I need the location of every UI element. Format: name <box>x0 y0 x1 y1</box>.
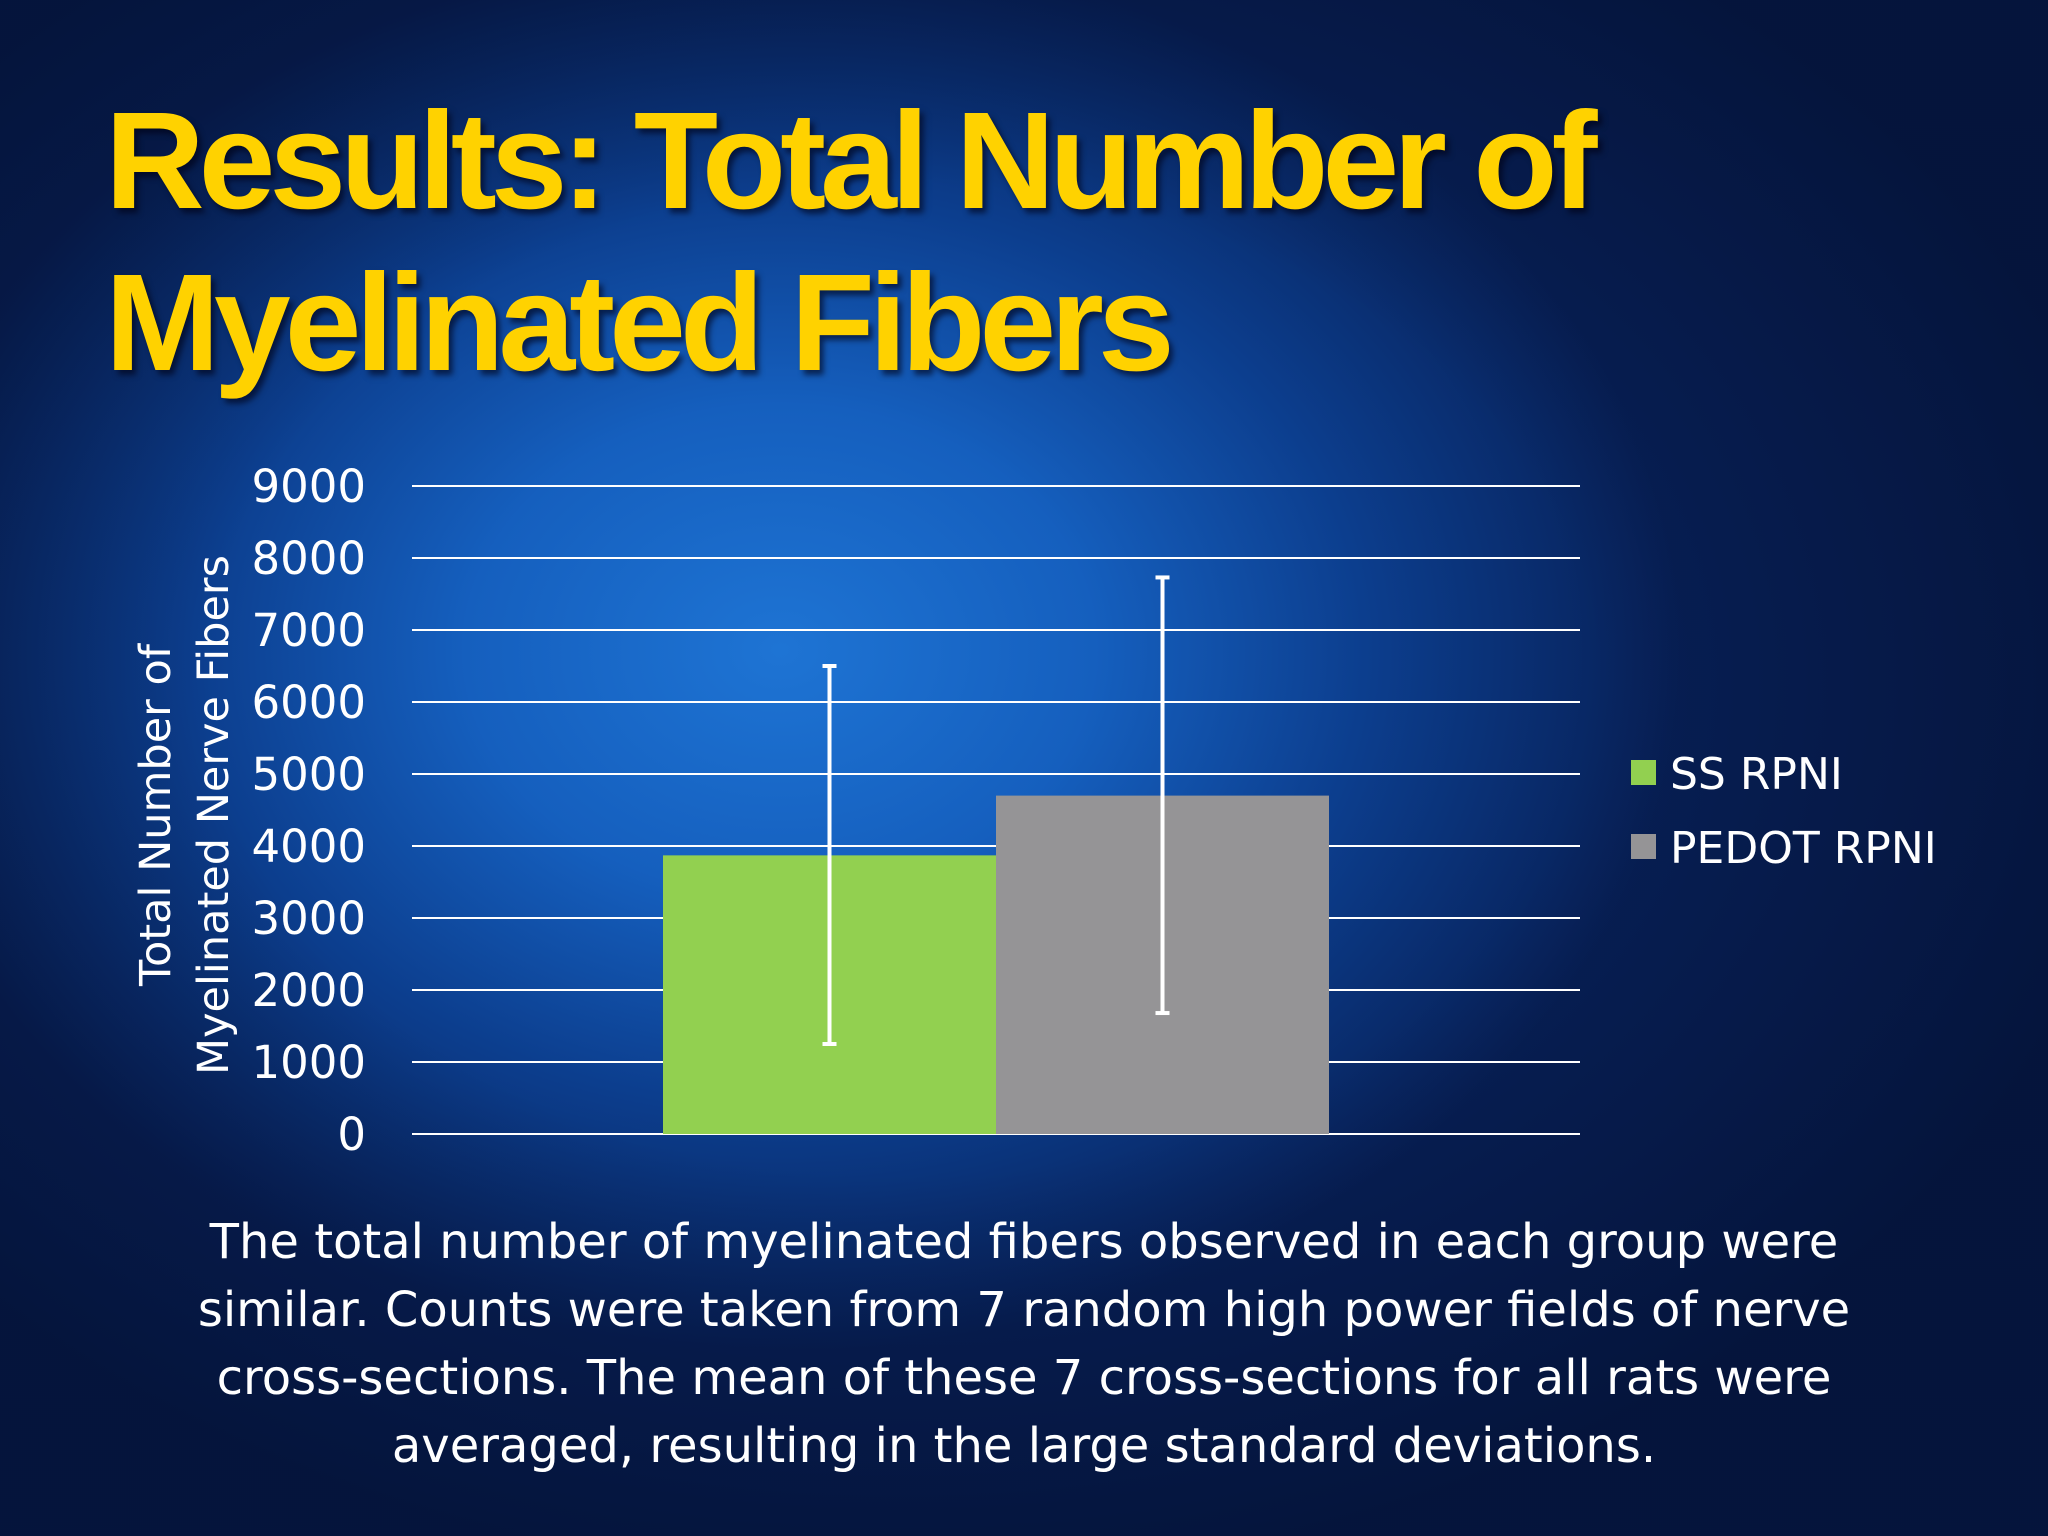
legend-swatch-ss-rpni <box>1631 760 1656 785</box>
y-tick-label-6000: 6000 <box>251 676 366 729</box>
y-axis-label: Total Number of Myelinated Nerve Fibers <box>131 555 239 1075</box>
y-tick-label-1000: 1000 <box>251 1036 366 1089</box>
y-axis-tick-labels: 0 1000 2000 3000 4000 5000 6000 7000 8000 9000 <box>251 460 366 1161</box>
y-tick-label-4000: 4000 <box>251 820 366 873</box>
legend-swatch-pedot-rpni <box>1631 834 1656 859</box>
y-tick-label-3000: 3000 <box>251 892 366 945</box>
y-tick-label-7000: 7000 <box>251 604 366 657</box>
legend-label-pedot-rpni: PEDOT RPNI <box>1670 823 1937 874</box>
legend-label-ss-rpni: SS RPNI <box>1670 749 1843 800</box>
slide-title: Results: Total Number of Myelinated Fibe… <box>105 80 1805 404</box>
y-tick-label-0: 0 <box>337 1108 366 1161</box>
y-axis-label-line-1: Total Number of <box>131 643 181 987</box>
y-tick-label-9000: 9000 <box>251 460 366 513</box>
slide-caption: The total number of myelinated fibers ob… <box>197 1214 1851 1474</box>
bar-chart: 0 1000 2000 3000 4000 5000 6000 7000 8000 9000 To… <box>131 460 1937 1161</box>
slide-title-line-2: Myelinated Fibers <box>105 246 1175 400</box>
legend: SS RPNI PEDOT RPNI <box>1631 749 1937 874</box>
slide-title-line-1: Results: Total Number of <box>105 84 1598 238</box>
y-tick-label-8000: 8000 <box>251 532 366 585</box>
y-axis-label-line-2: Myelinated Nerve Fibers <box>189 555 239 1075</box>
error-bars <box>822 575 1170 1046</box>
y-tick-label-5000: 5000 <box>251 748 366 801</box>
y-tick-label-2000: 2000 <box>251 964 366 1017</box>
